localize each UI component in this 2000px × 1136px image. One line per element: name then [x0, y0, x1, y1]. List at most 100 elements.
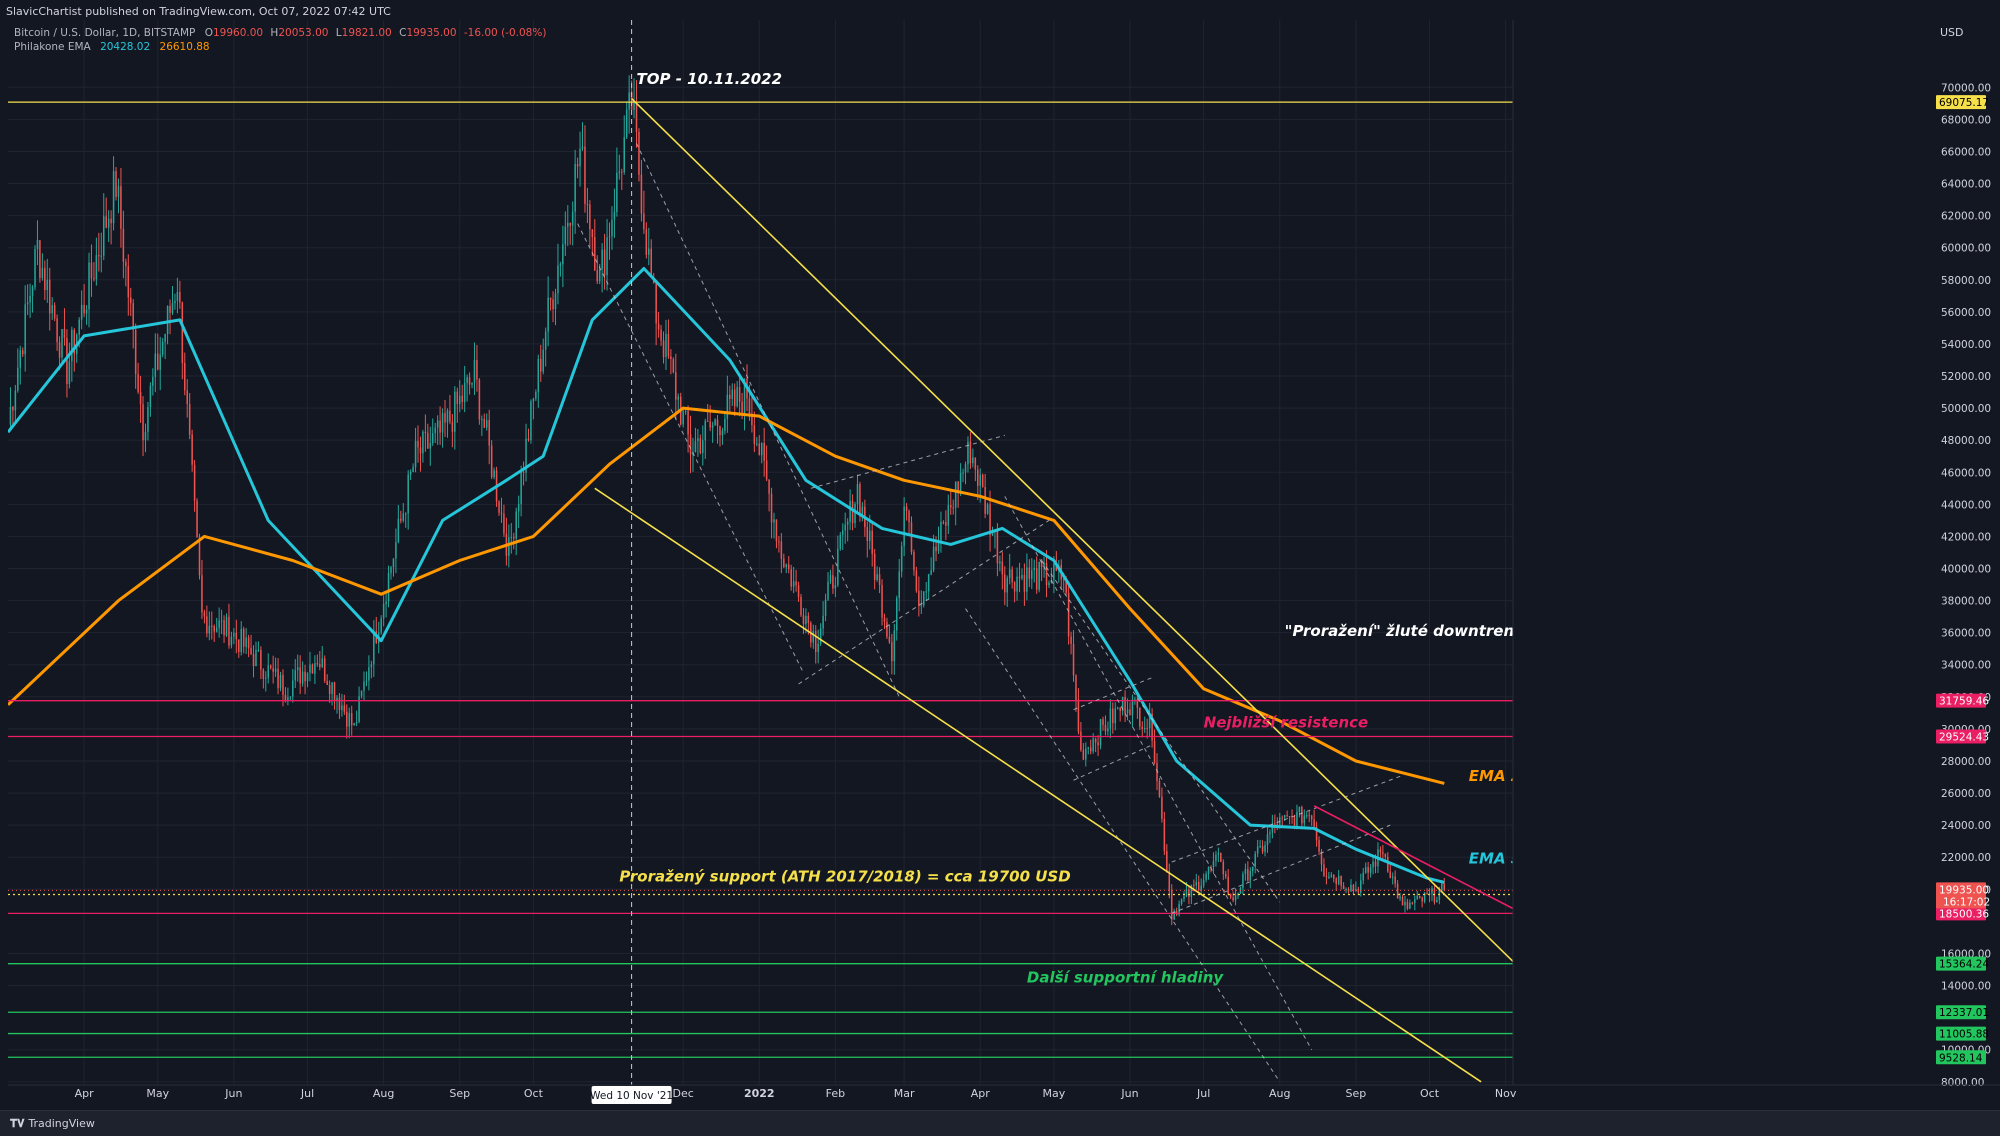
candle-body — [542, 349, 544, 372]
candle-body — [1161, 796, 1163, 819]
candle — [181, 301, 184, 380]
candle — [724, 413, 726, 435]
candle — [122, 210, 125, 279]
candle — [1264, 841, 1266, 857]
candle-body — [1399, 896, 1401, 899]
candle-body — [274, 668, 277, 672]
candle-body — [1369, 867, 1372, 873]
candle — [247, 634, 250, 658]
candle — [1141, 721, 1144, 738]
candle — [331, 682, 333, 706]
candle-body — [1183, 896, 1185, 899]
candle-body — [1013, 582, 1016, 592]
candle — [53, 302, 56, 322]
candle — [1143, 716, 1146, 733]
candle-body — [184, 363, 186, 391]
indicator-name: Philakone EMA — [14, 41, 91, 53]
candle — [34, 245, 36, 291]
candle-body — [1357, 889, 1360, 893]
candle — [112, 156, 115, 231]
candle — [1244, 863, 1247, 881]
candle — [785, 563, 788, 574]
candle — [1104, 715, 1107, 736]
candle-body — [1212, 860, 1215, 868]
candle-body — [748, 398, 751, 414]
candle — [552, 291, 554, 323]
candle-body — [515, 511, 517, 539]
close-key: C — [399, 27, 407, 39]
candle-body — [751, 413, 753, 426]
candle-body — [1202, 879, 1205, 886]
candle — [1016, 567, 1018, 601]
candle-body — [851, 500, 854, 524]
candle-body — [1170, 890, 1173, 920]
candle — [1023, 563, 1026, 606]
candle-body — [785, 564, 788, 568]
candle — [277, 658, 279, 695]
candle-body — [1121, 697, 1124, 711]
candle — [596, 255, 598, 285]
candle — [856, 474, 859, 515]
candle — [309, 651, 311, 682]
candle — [427, 423, 429, 449]
candle — [1431, 885, 1433, 902]
candle — [166, 305, 169, 345]
candle-body — [947, 505, 950, 526]
candle-body — [839, 534, 842, 549]
candle — [738, 373, 741, 417]
level-badge-label: 31759.46 — [1939, 696, 1989, 708]
candle-body — [662, 340, 665, 358]
candle — [1254, 851, 1256, 874]
candle-body — [903, 506, 905, 547]
candle — [1382, 844, 1384, 861]
candle-body — [1131, 699, 1134, 716]
candle-body — [1269, 832, 1271, 835]
candle — [397, 504, 400, 544]
y-tick-label: 28000.00 — [1941, 756, 1991, 768]
candle — [645, 222, 648, 259]
candle-body — [1011, 569, 1013, 583]
candle-body — [1229, 894, 1232, 898]
x-tick-label: Aug — [1269, 1087, 1290, 1100]
candle — [267, 653, 270, 684]
candle — [729, 385, 731, 414]
candle-body — [1431, 888, 1433, 894]
candle — [586, 187, 589, 224]
candle-body — [1256, 846, 1259, 854]
y-tick-label: 42000.00 — [1941, 531, 1991, 543]
candle-body — [783, 558, 785, 568]
candle-body — [694, 441, 697, 453]
candle — [274, 657, 277, 677]
candle-body — [1092, 738, 1094, 752]
candle — [1183, 891, 1185, 902]
candle-body — [765, 460, 768, 480]
y-tick-label: 60000.00 — [1941, 243, 1991, 255]
x-tick-label: Apr — [75, 1087, 95, 1100]
candle-body — [682, 411, 684, 425]
candle — [773, 512, 775, 539]
candle-body — [910, 522, 913, 553]
candle-body — [1288, 816, 1291, 818]
x-tick-label: Feb — [826, 1087, 845, 1100]
candle-body — [1323, 864, 1325, 877]
candle-body — [441, 413, 444, 433]
candle-body — [1249, 871, 1252, 881]
candle — [134, 323, 137, 389]
candle — [954, 481, 957, 526]
candle — [822, 601, 824, 636]
candle — [21, 347, 24, 357]
candle — [1136, 693, 1139, 719]
candle-body — [1443, 883, 1446, 891]
candle-body — [1426, 893, 1428, 895]
candle-body — [301, 671, 304, 684]
candle — [179, 280, 181, 309]
y-tick-label: 8000.00 — [1941, 1077, 1984, 1089]
candle-body — [61, 329, 63, 358]
annotation-text: Další supportní hladiny — [1027, 968, 1225, 986]
tradingview-logo[interactable]: 𝐓𝐕 TradingView — [10, 1117, 95, 1131]
candle — [778, 536, 780, 553]
candle — [540, 344, 542, 383]
candle-body — [814, 630, 817, 653]
candle-body — [36, 240, 39, 250]
